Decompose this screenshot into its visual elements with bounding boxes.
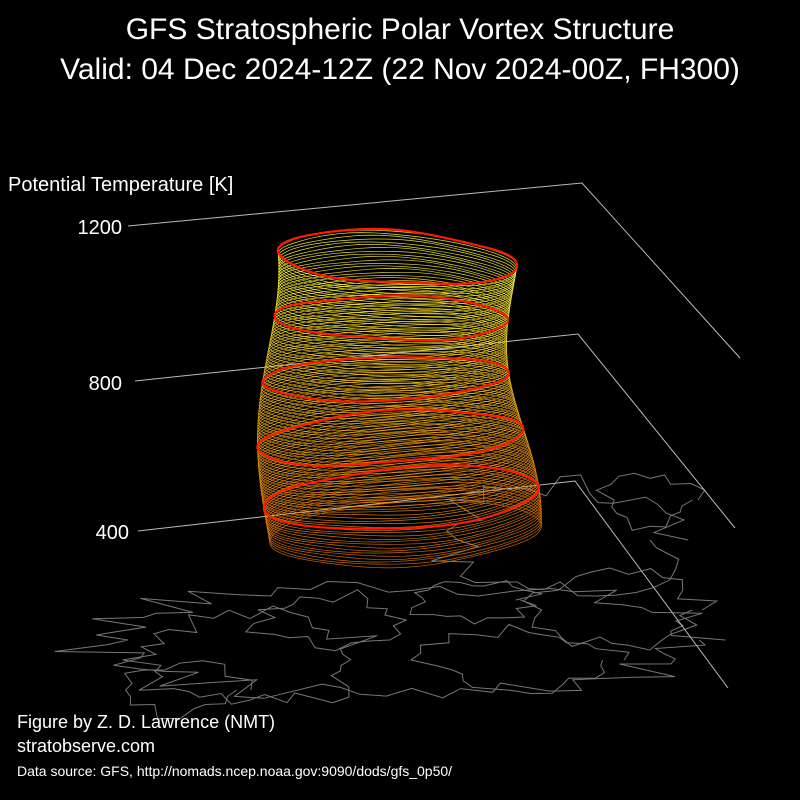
axis-gridline-400	[137, 480, 729, 689]
coastline-segment	[409, 623, 630, 695]
isentropic-layer	[278, 241, 516, 295]
credit-site: stratobserve.com	[17, 736, 156, 756]
coastline-segment	[409, 580, 543, 625]
isentropic-layer	[271, 309, 508, 354]
isentropic-layer	[277, 268, 512, 318]
coastline-segment	[431, 474, 689, 597]
isentropic-layer	[278, 250, 515, 303]
coastline-segment	[123, 660, 253, 720]
isentropic-layer	[257, 385, 516, 436]
coastline-segment	[522, 567, 719, 651]
isentropic-layer	[257, 424, 530, 485]
axis-gridline-1200	[127, 182, 741, 359]
axis-frame	[127, 182, 741, 689]
coastline-segment	[122, 605, 378, 705]
isentropic-layer	[275, 284, 510, 331]
isentropic-layer	[278, 255, 514, 308]
isentropic-layer	[257, 395, 519, 448]
isentropic-layer	[258, 427, 531, 487]
isentropic-layer	[257, 391, 518, 445]
coastline-segment	[244, 589, 407, 652]
isentropic-layer	[266, 335, 508, 380]
isentropic-layer	[256, 401, 522, 456]
isentropic-layer	[257, 413, 526, 471]
isentropic-layer	[256, 406, 523, 463]
isentropic-layer	[263, 348, 509, 393]
isentropic-layer	[268, 327, 508, 371]
isentropic-layer	[264, 343, 508, 388]
vortex-edge-400	[262, 463, 541, 530]
vortex-edge-800	[261, 356, 511, 403]
credit-author: Figure by Z. D. Lawrence (NMT)	[17, 712, 276, 732]
isentropic-layer	[269, 320, 508, 366]
data-source-note: Data source: GFS, http://nomads.ncep.noa…	[17, 763, 453, 779]
isentropic-layer	[266, 332, 508, 377]
isentropic-layer	[276, 280, 511, 329]
coastline-segment	[595, 472, 706, 531]
vortex-isentropic-layers	[256, 229, 542, 569]
isentropic-layer	[263, 350, 509, 396]
isentropic-layer	[267, 488, 542, 554]
isentropic-layer	[258, 375, 514, 425]
z-tick-label-400: 400	[95, 522, 129, 544]
isentropic-layer	[256, 398, 521, 454]
isentropic-layer	[261, 358, 510, 404]
isentropic-layer	[277, 263, 513, 313]
z-tick-label-800: 800	[88, 373, 122, 395]
isentropic-layer	[275, 286, 510, 333]
isentropic-layer	[260, 366, 512, 413]
isentropic-layer	[257, 420, 528, 479]
isentropic-layer	[277, 271, 512, 321]
chart-subtitle: Valid: 04 Dec 2024-12Z (22 Nov 2024-00Z,…	[60, 53, 740, 86]
isentropic-layer	[258, 430, 531, 491]
vortex-edge-1200	[276, 227, 519, 286]
isentropic-layer	[256, 404, 522, 459]
isentropic-layer	[277, 265, 513, 315]
z-tick-label-1200: 1200	[77, 217, 123, 239]
vortex-edge-1000	[273, 294, 510, 342]
isentropic-layer	[276, 275, 512, 323]
isentropic-layer	[260, 364, 511, 411]
isentropic-layer	[278, 259, 514, 311]
isentropic-layer	[278, 238, 517, 293]
isentropic-layer	[278, 243, 516, 297]
axis-gridline-800	[134, 333, 736, 529]
z-axis-label: Potential Temperature [K]	[8, 174, 234, 196]
coastline-basemap	[54, 472, 726, 720]
isentropic-layer	[278, 253, 514, 305]
isentropic-layer	[264, 346, 509, 391]
isentropic-layer	[272, 304, 508, 350]
chart-title: GFS Stratospheric Polar Vortex Structure	[125, 13, 675, 46]
isentropic-layer	[258, 381, 515, 431]
isentropic-layer	[259, 368, 512, 416]
vortex-edge-600	[256, 408, 525, 468]
vortex-edge-contours	[256, 227, 541, 530]
isentropic-layer	[277, 234, 517, 290]
isentropic-layer	[270, 315, 508, 361]
isentropic-layer	[267, 329, 508, 373]
isentropic-layer	[257, 422, 529, 482]
isentropic-layer	[272, 307, 508, 352]
isentropic-layer	[265, 340, 508, 385]
